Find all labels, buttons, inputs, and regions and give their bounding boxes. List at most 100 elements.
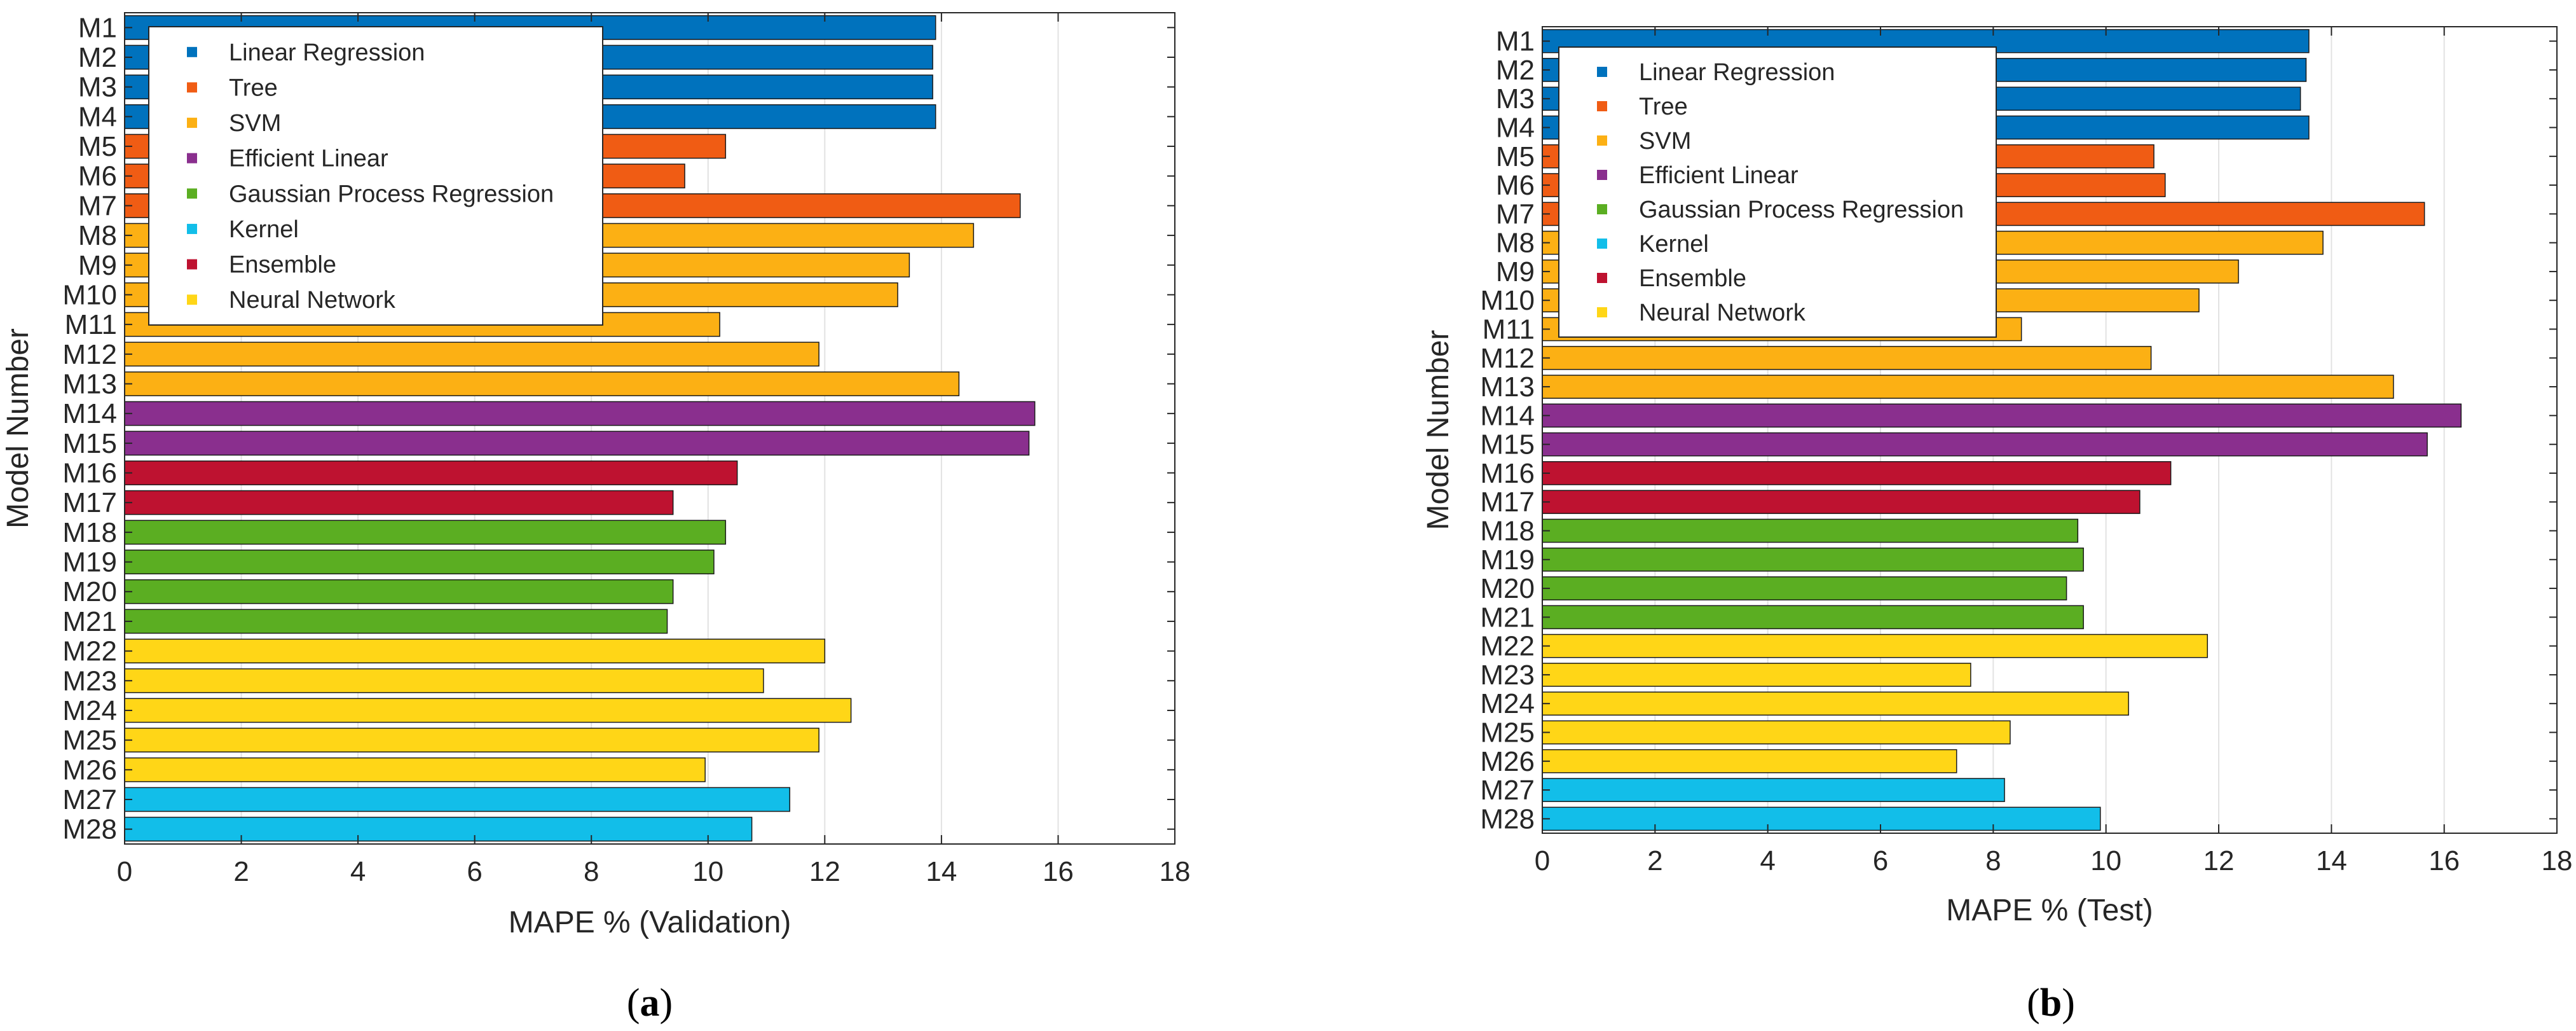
y-tick-label: M13 (1480, 371, 1535, 403)
y-tick-label: M2 (1496, 55, 1535, 86)
y-tick-label: M9 (1496, 256, 1535, 287)
bar-m17 (124, 490, 674, 515)
y-tick-label: M18 (62, 517, 117, 548)
y-tick-label: M20 (62, 576, 117, 607)
axes-box (124, 12, 1175, 845)
legend-swatch (187, 46, 197, 57)
bar-m19 (124, 550, 715, 574)
legend-entry: Tree (1639, 93, 1688, 120)
y-tick-label: M5 (78, 131, 117, 162)
bar-m24 (1542, 691, 2129, 716)
y-tick-label: M26 (62, 754, 117, 785)
y-tick-label: M26 (1480, 746, 1535, 777)
y-tick-label: M27 (1480, 775, 1535, 806)
y-tick-label: M16 (62, 458, 117, 489)
bar-m26 (1542, 749, 1957, 773)
legend-swatch (1597, 135, 1607, 146)
legend-box (1558, 46, 1997, 338)
y-tick-label: M8 (78, 220, 117, 251)
bar-m20 (1542, 576, 2067, 600)
x-tick-label: 8 (1985, 845, 2001, 876)
legend-entry: Tree (229, 74, 278, 101)
bar-m17 (1542, 490, 2141, 515)
y-tick-label: M15 (62, 428, 117, 459)
y-tick-label: M10 (62, 279, 117, 310)
y-tick-label: M4 (78, 101, 117, 132)
y-tick-label: M14 (62, 398, 117, 429)
x-tick-label: 8 (584, 856, 599, 887)
x-tick-label: 12 (809, 856, 840, 887)
x-tick-label: 6 (1873, 845, 1888, 876)
x-tick-label: 10 (2090, 845, 2121, 876)
bar-m28 (124, 817, 753, 842)
y-tick-label: M27 (62, 784, 117, 815)
y-tick-label: M10 (1480, 285, 1535, 316)
bar-m18 (124, 520, 727, 545)
y-tick-label: M13 (62, 368, 117, 399)
x-tick-label: 14 (2316, 845, 2347, 876)
x-tick-label: 12 (2203, 845, 2235, 876)
legend-swatch (1597, 204, 1607, 214)
x-tick-label: 4 (350, 856, 366, 887)
bar-m21 (124, 609, 668, 634)
bar-m27 (124, 787, 791, 812)
bar-m22 (1542, 633, 2209, 658)
y-tick-label: M17 (1480, 487, 1535, 518)
axes-box (1542, 26, 2558, 834)
panel-b: M1M2M3M4M5M6M7M8M9M10M11M12M13M14M15M16M… (1422, 26, 2572, 1025)
panel-label: (b) (2027, 981, 2075, 1025)
y-tick-label: M24 (62, 695, 117, 726)
y-tick-label: M7 (1496, 198, 1535, 230)
legend-swatch (187, 294, 197, 305)
legend-box (148, 26, 603, 326)
y-tick-label: M7 (78, 190, 117, 221)
legend-swatch (187, 223, 197, 234)
y-tick-label: M11 (1483, 314, 1535, 345)
legend-entry: Kernel (1639, 231, 1709, 258)
x-tick-label: 0 (1535, 845, 1550, 876)
bar-m24 (124, 698, 852, 723)
panel-label: (a) (627, 981, 673, 1025)
legend-swatch (1597, 307, 1607, 317)
legend-entry: Gaussian Process Regression (229, 181, 554, 207)
legend-entry: Ensemble (1639, 265, 1746, 292)
y-tick-label: M25 (62, 725, 117, 756)
x-tick-label: 18 (2542, 845, 2573, 876)
legend: Linear Regression Tree SVM Efficient Linear… (1558, 46, 1997, 338)
y-tick-label: M3 (78, 72, 117, 103)
legend-entry: Linear Regression (1639, 59, 1835, 86)
legend-entry: Neural Network (229, 287, 396, 314)
x-tick-label: 0 (117, 856, 132, 887)
y-tick-label: M3 (1496, 83, 1535, 114)
bar-m21 (1542, 605, 2084, 630)
legend-entry: Linear Regression (229, 39, 425, 66)
bar-m16 (1542, 461, 2172, 485)
y-tick-label: M9 (78, 250, 117, 281)
bar-m14 (1542, 403, 2462, 428)
x-tick-label: 2 (1647, 845, 1662, 876)
bar-m14 (124, 401, 1036, 426)
bar-m20 (124, 579, 674, 604)
y-tick-label: M12 (62, 339, 117, 370)
x-axis-label: MAPE % (Test) (1946, 894, 2153, 927)
y-tick-label: M14 (1480, 400, 1535, 431)
bar-m15 (124, 431, 1030, 456)
y-tick-label: M21 (62, 606, 117, 637)
legend-swatch (187, 153, 197, 163)
x-tick-label: 16 (2429, 845, 2460, 876)
legend-swatch (187, 259, 197, 270)
y-tick-label: M23 (1480, 660, 1535, 691)
y-tick-label: M1 (78, 12, 117, 43)
y-tick-label: M18 (1480, 516, 1535, 547)
y-tick-label: M17 (62, 487, 117, 518)
y-tick-label: M4 (1496, 113, 1535, 144)
y-tick-label: M8 (1496, 228, 1535, 259)
y-tick-label: M20 (1480, 573, 1535, 604)
legend-swatch (1597, 170, 1607, 180)
bar-m19 (1542, 547, 2084, 572)
y-tick-label: M2 (78, 42, 117, 73)
bar-m18 (1542, 518, 2079, 543)
bar-m23 (124, 668, 764, 693)
bar-m27 (1542, 778, 2005, 802)
